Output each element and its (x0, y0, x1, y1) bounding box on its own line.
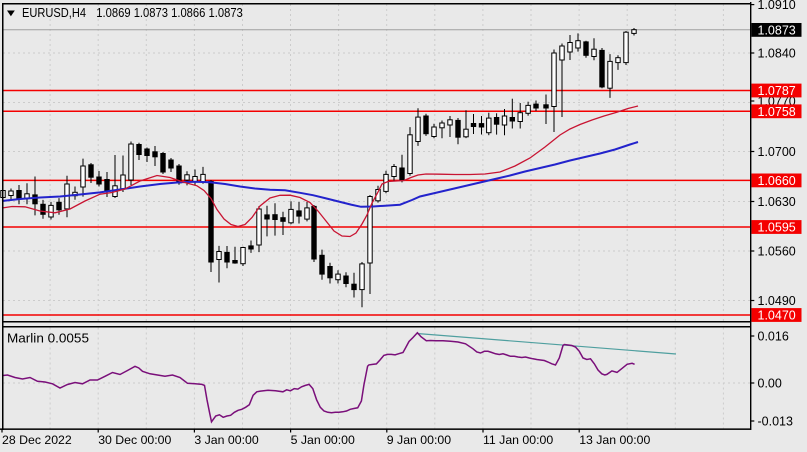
svg-text:3 Jan 00:00: 3 Jan 00:00 (194, 433, 258, 447)
svg-text:1.0700: 1.0700 (758, 145, 796, 159)
svg-text:1.0840: 1.0840 (758, 47, 796, 61)
svg-text:28 Dec 2022: 28 Dec 2022 (2, 433, 72, 447)
svg-text:1.0560: 1.0560 (758, 245, 796, 259)
svg-text:1.0910: 1.0910 (758, 0, 796, 12)
svg-text:0.016: 0.016 (758, 330, 789, 344)
svg-text:1.0470: 1.0470 (758, 309, 796, 323)
svg-text:1.0758: 1.0758 (758, 105, 796, 119)
svg-text:13 Jan 00:00: 13 Jan 00:00 (579, 433, 650, 447)
svg-text:11 Jan 00:00: 11 Jan 00:00 (483, 433, 553, 447)
svg-text:1.0595: 1.0595 (758, 221, 796, 235)
svg-text:1.0869 1.0873 1.0866 1.0873: 1.0869 1.0873 1.0866 1.0873 (96, 6, 243, 20)
svg-text:30 Dec 00:00: 30 Dec 00:00 (98, 433, 171, 447)
svg-text:1.0787: 1.0787 (758, 84, 796, 98)
svg-text:Marlin 0.0055: Marlin 0.0055 (7, 332, 89, 346)
svg-text:EURUSD,H4: EURUSD,H4 (22, 6, 86, 20)
svg-text:1.0660: 1.0660 (758, 174, 796, 188)
svg-text:-0.013: -0.013 (758, 415, 793, 429)
svg-text:1.0630: 1.0630 (758, 195, 796, 209)
svg-text:0.00: 0.00 (758, 377, 782, 391)
svg-text:9 Jan 00:00: 9 Jan 00:00 (387, 433, 451, 447)
svg-text:1.0873: 1.0873 (758, 23, 796, 37)
svg-text:1.0490: 1.0490 (758, 294, 796, 308)
svg-text:5 Jan 00:00: 5 Jan 00:00 (291, 433, 355, 447)
